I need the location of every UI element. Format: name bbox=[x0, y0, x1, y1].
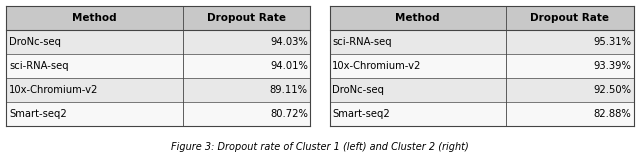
Bar bbox=[330, 102, 506, 126]
Text: 95.31%: 95.31% bbox=[593, 37, 631, 47]
Text: Dropout Rate: Dropout Rate bbox=[531, 13, 609, 23]
Text: 10x-Chromium-v2: 10x-Chromium-v2 bbox=[332, 61, 422, 71]
Bar bbox=[506, 54, 634, 78]
Text: 93.39%: 93.39% bbox=[593, 61, 631, 71]
Text: Smart-seq2: Smart-seq2 bbox=[332, 109, 390, 119]
Bar bbox=[183, 30, 310, 54]
Text: DroNc-seq: DroNc-seq bbox=[9, 37, 61, 47]
Bar bbox=[6, 54, 183, 78]
Bar bbox=[330, 78, 506, 102]
Text: DroNc-seq: DroNc-seq bbox=[332, 85, 384, 95]
Text: sci-RNA-seq: sci-RNA-seq bbox=[9, 61, 68, 71]
Text: 82.88%: 82.88% bbox=[593, 109, 631, 119]
Text: Method: Method bbox=[72, 13, 117, 23]
Bar bbox=[183, 102, 310, 126]
Bar bbox=[183, 6, 310, 30]
Text: Smart-seq2: Smart-seq2 bbox=[9, 109, 67, 119]
Text: 80.72%: 80.72% bbox=[270, 109, 308, 119]
Bar bbox=[183, 54, 310, 78]
Text: 10x-Chromium-v2: 10x-Chromium-v2 bbox=[9, 85, 99, 95]
Bar bbox=[6, 6, 183, 30]
Text: Figure 3: Dropout rate of Cluster 1 (left) and Cluster 2 (right): Figure 3: Dropout rate of Cluster 1 (lef… bbox=[171, 142, 469, 152]
Text: 94.03%: 94.03% bbox=[270, 37, 308, 47]
Bar bbox=[330, 6, 506, 30]
Bar bbox=[6, 102, 183, 126]
Text: 94.01%: 94.01% bbox=[270, 61, 308, 71]
Text: Method: Method bbox=[396, 13, 440, 23]
Bar bbox=[506, 102, 634, 126]
Text: 92.50%: 92.50% bbox=[593, 85, 631, 95]
Bar bbox=[6, 78, 183, 102]
Bar bbox=[506, 30, 634, 54]
Bar bbox=[183, 78, 310, 102]
Text: 89.11%: 89.11% bbox=[270, 85, 308, 95]
Bar bbox=[330, 54, 506, 78]
Bar bbox=[506, 6, 634, 30]
Text: sci-RNA-seq: sci-RNA-seq bbox=[332, 37, 392, 47]
Bar bbox=[330, 30, 506, 54]
Bar bbox=[6, 30, 183, 54]
Bar bbox=[506, 78, 634, 102]
Text: Dropout Rate: Dropout Rate bbox=[207, 13, 286, 23]
